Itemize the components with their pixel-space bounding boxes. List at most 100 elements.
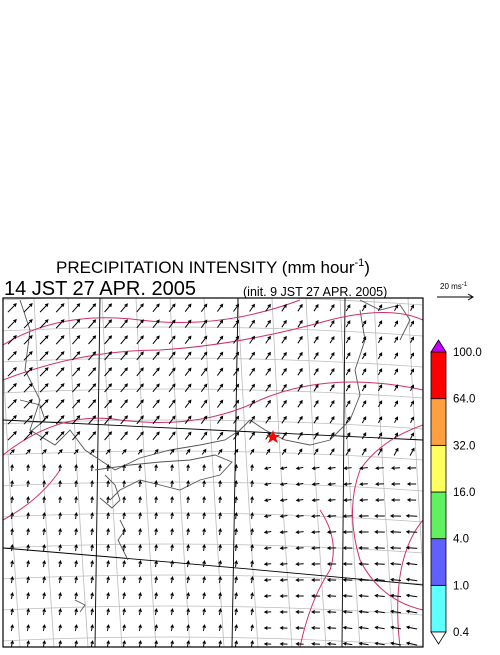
wind-arrow: [58, 559, 62, 568]
wind-arrow: [329, 416, 335, 424]
wind-arrow: [154, 640, 158, 647]
wind-arrow: [73, 449, 79, 455]
grid-line: [3, 543, 423, 554]
wind-arrow: [7, 415, 17, 425]
wind-arrow: [23, 415, 33, 425]
wind-arrow: [55, 319, 65, 329]
wind-arrow: [358, 577, 369, 582]
wind-arrow: [7, 335, 17, 345]
wind-arrow: [375, 482, 384, 486]
wind-arrow: [250, 575, 254, 584]
wind-arrow: [375, 466, 384, 470]
wind-arrow: [263, 482, 272, 486]
wind-arrow: [122, 495, 126, 504]
wind-arrow: [279, 626, 288, 630]
grid-line: [3, 419, 423, 430]
wind-arrow: [136, 351, 144, 361]
wind-arrow: [405, 625, 418, 630]
wind-arrow: [281, 303, 287, 312]
wind-arrow: [184, 431, 192, 441]
wind-arrow: [394, 416, 398, 424]
wind-arrow: [358, 562, 369, 566]
wind-arrow: [106, 543, 110, 552]
wind-arrow: [329, 400, 335, 408]
wind-arrow: [250, 527, 254, 536]
wind-arrow: [90, 527, 94, 536]
wind-arrow: [377, 368, 383, 376]
wind-arrow: [122, 559, 126, 568]
wind-arrow: [313, 335, 319, 344]
wind-arrow: [281, 399, 287, 408]
wind-arrow: [374, 561, 385, 566]
wind-arrow: [10, 607, 14, 616]
wind-arrow: [342, 578, 353, 582]
wind-arrow: [410, 400, 414, 407]
wind-arrow: [375, 498, 384, 502]
wind-arrow: [120, 319, 128, 329]
wind-arrow: [326, 594, 337, 598]
wind-arrow: [297, 319, 303, 328]
wind-arrow: [249, 351, 255, 360]
wind-arrow: [184, 415, 192, 425]
wind-arrow: [250, 559, 254, 568]
wind-arrow: [26, 543, 30, 552]
valid-time: 14 JST 27 APR. 2005: [4, 278, 196, 300]
location-star: [266, 430, 280, 443]
wind-arrow: [55, 399, 65, 409]
wind-arrow: [42, 559, 46, 568]
wind-arrow: [218, 624, 222, 632]
wind-arrow: [345, 352, 351, 360]
wind-arrow: [42, 543, 46, 552]
wind-arrow: [72, 351, 81, 361]
wind-arrow: [216, 319, 224, 328]
wind-arrow: [263, 562, 272, 566]
wind-arrow: [297, 399, 303, 408]
wind-arrow: [359, 498, 368, 502]
vector-legend-arrow: [437, 293, 474, 301]
wind-arrow: [279, 498, 288, 502]
wind-arrow: [138, 607, 142, 616]
lat-lon-grid: [3, 298, 423, 647]
wind-arrow: [216, 367, 224, 376]
wind-arrow: [361, 352, 367, 360]
wind-arrow: [216, 399, 224, 408]
wind-arrow: [295, 626, 304, 630]
grid-line: [3, 357, 423, 368]
wind-arrow: [313, 367, 319, 376]
wind-arrow: [345, 432, 351, 440]
wind-arrow: [233, 335, 240, 344]
vector-legend-label: 20 ms-1: [440, 282, 468, 291]
wind-arrow: [313, 415, 319, 424]
wind-arrow: [200, 303, 208, 312]
wind-arrow: [405, 641, 418, 646]
wind-arrow: [377, 320, 383, 328]
wind-arrow: [74, 463, 78, 472]
wind-arrow: [377, 352, 383, 360]
wind-arrow: [279, 594, 288, 598]
wind-arrow: [154, 543, 158, 552]
wind-arrow: [104, 367, 113, 377]
wind-arrow: [297, 415, 303, 424]
wind-arrow: [234, 527, 238, 536]
wind-arrow: [410, 432, 414, 439]
wind-arrow: [88, 351, 97, 361]
wind-arrow: [106, 559, 110, 568]
colorbar-segment: [430, 584, 447, 633]
wind-arrow: [361, 336, 367, 344]
wind-arrow: [410, 352, 414, 359]
wind-arrow: [152, 351, 160, 361]
wind-arrow: [233, 319, 240, 328]
wind-arrow: [26, 479, 30, 488]
wind-arrow: [234, 479, 238, 488]
wind-arrow: [297, 383, 303, 392]
wind-arrow: [138, 591, 142, 600]
wind-arrow: [42, 624, 46, 632]
wind-arrow: [72, 319, 81, 329]
wind-arrow: [122, 624, 126, 632]
wind-arrow: [329, 448, 335, 456]
wind-arrow: [279, 546, 288, 550]
wind-arrow: [10, 591, 14, 600]
wind-arrow: [342, 546, 353, 550]
wind-arrow: [311, 482, 320, 486]
wind-arrow: [358, 609, 369, 614]
